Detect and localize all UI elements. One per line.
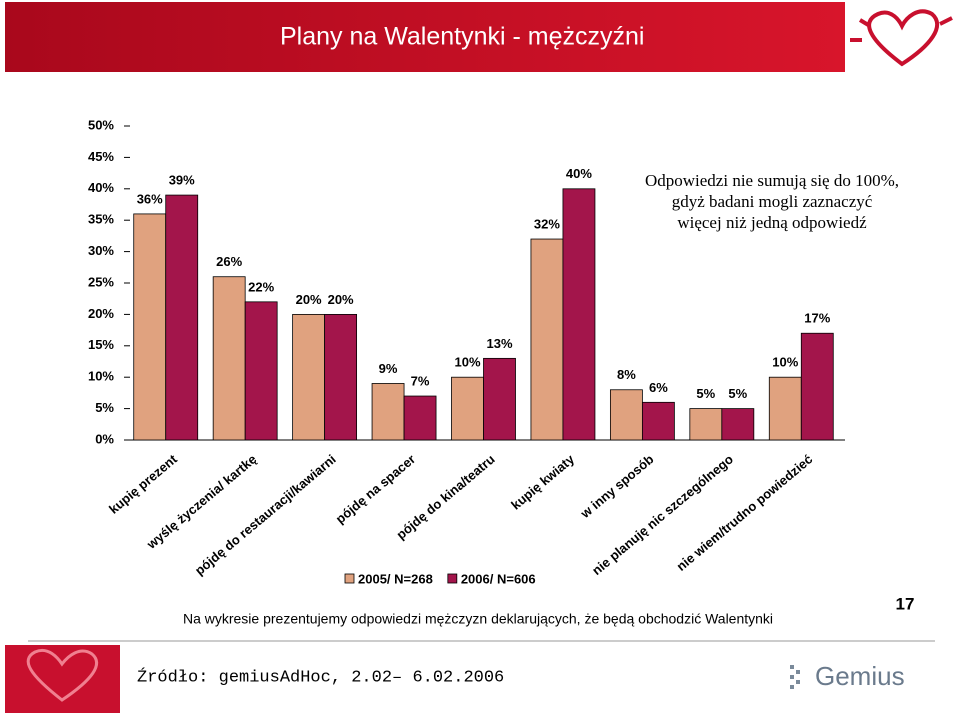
value-label: 32% [534,216,560,231]
y-tick-label: 40% [88,180,114,195]
value-label: 39% [169,173,195,188]
source: Źródło: gemiusAdHoc, 2.02– 6.02.2006 [137,667,504,687]
value-label: 8% [617,367,636,382]
bar [562,188,596,441]
annotation: więcej niż jedną odpowiedź [677,213,867,232]
bar [641,401,675,441]
y-tick-label: 50% [88,117,114,132]
x-tick-label: nie wiem/trudno powiedzieć [674,451,816,573]
y-tick-label: 25% [88,274,114,289]
bar [483,357,516,441]
value-label: 6% [649,380,668,395]
y-tick-label: 20% [88,306,114,321]
bar [212,276,246,441]
bar [530,238,564,441]
bar [800,332,834,441]
value-label: 26% [216,254,242,269]
gemius-dots [790,665,800,689]
value-label: 7% [411,373,430,388]
x-tick-label: kupię kwiaty [508,451,577,513]
value-label: 10% [772,355,798,370]
bar [451,376,484,441]
value-label: 20% [296,292,322,307]
footnote: Na wykresie prezentujemy odpowiedzi mężc… [183,611,773,627]
legend-swatch [344,573,355,584]
y-tick-label: 45% [88,149,114,164]
value-label: 40% [566,166,592,181]
y-tick-label: 30% [88,243,114,258]
value-label: 20% [328,292,354,307]
bar [768,376,802,441]
y-tick-label: 5% [95,400,114,415]
bar [292,313,326,441]
bar [609,389,643,441]
bar [689,408,723,441]
bar [244,301,278,441]
value-label: 22% [248,279,274,294]
bar [133,213,167,441]
value-label: 17% [804,311,830,326]
x-tick-label: pójdę na spacer [333,451,418,526]
footer-image [5,645,120,713]
value-label: 10% [454,355,480,370]
legend-swatch [447,573,458,584]
annotation: gdyż badani mogli zaznaczyć [672,192,873,211]
annotation: Odpowiedzi nie sumują się do 100%, [645,171,899,190]
value-label: 9% [379,361,398,376]
footer-heart [26,649,99,702]
bar [371,383,405,441]
value-label: 5% [696,386,715,401]
x-tick-label: pójdę do restauracji/kawiarni [192,451,339,578]
y-tick-label: 10% [88,369,114,384]
page-number: 17 [896,594,915,613]
header-bar [5,2,845,72]
value-label: 5% [728,386,747,401]
legend-label: 2006/ N=606 [461,571,536,586]
legend-label: 2005/ N=268 [358,571,433,586]
heart-logo [850,9,953,67]
y-tick-label: 35% [88,212,114,227]
x-tick-label: nie planuję nic szczególnego [589,451,736,578]
logo: Gemius [815,661,905,691]
y-tick-label: 0% [95,431,114,446]
x-tick-label: kupię prezent [106,451,180,517]
value-label: 13% [486,336,512,351]
bar [721,408,755,441]
bar [403,395,437,441]
y-tick-label: 15% [88,337,114,352]
bar [165,194,199,441]
bar [324,313,358,441]
x-tick-label: w inny sposób [577,451,657,521]
slide-title: Plany na Walentynki - mężczyźni [280,23,644,51]
value-label: 36% [137,191,163,206]
